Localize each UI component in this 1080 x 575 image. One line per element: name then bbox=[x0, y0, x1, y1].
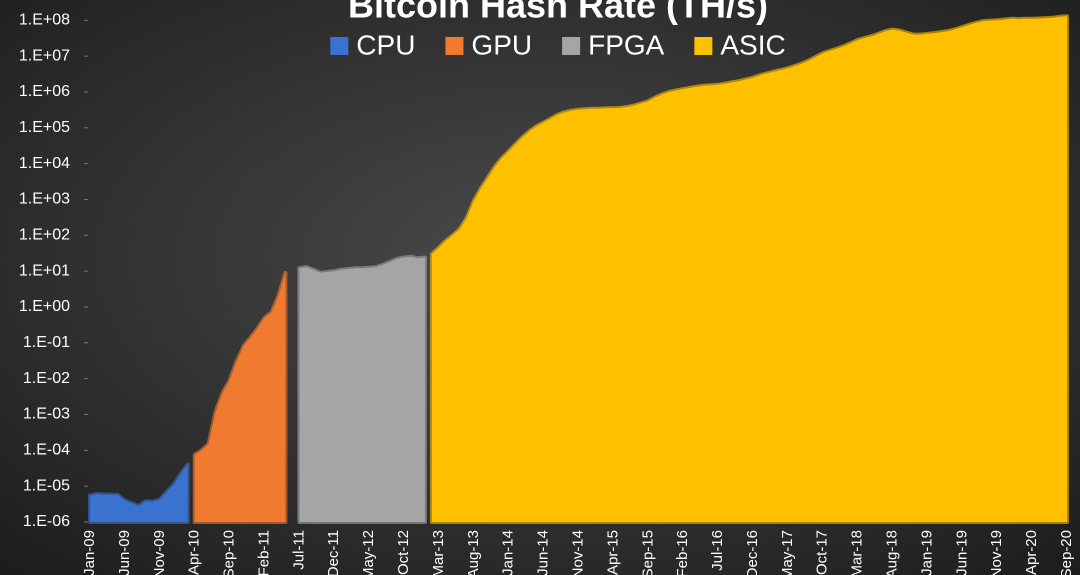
y-tick-label: 1.E-03 bbox=[23, 406, 70, 423]
x-tick-label: Jan-14 bbox=[500, 530, 517, 575]
x-tick-label: Jun-09 bbox=[116, 530, 133, 575]
legend: CPU GPU FPGA ASIC bbox=[330, 29, 786, 60]
x-tick-label: May-12 bbox=[360, 530, 377, 575]
x-tick-label: Nov-19 bbox=[988, 530, 1005, 575]
y-tick-label: 1.E-01 bbox=[23, 334, 70, 351]
x-tick-label: Sep-10 bbox=[221, 530, 238, 575]
area bbox=[192, 270, 288, 524]
legend-swatch bbox=[330, 37, 349, 55]
chart-title: Bitcoin Hash Rate (TH/s) bbox=[348, 0, 768, 26]
area bbox=[429, 14, 1069, 524]
x-tick-label: May-17 bbox=[779, 530, 796, 575]
legend-swatch bbox=[562, 37, 581, 55]
legend-swatch bbox=[694, 37, 713, 55]
x-tick-label: Jun-19 bbox=[953, 530, 970, 575]
x-tick-label: Dec-11 bbox=[325, 530, 342, 575]
x-tick-label: Aug-13 bbox=[465, 530, 482, 575]
y-tick-label: 1.E-04 bbox=[23, 442, 70, 459]
x-tick-label: Apr-10 bbox=[186, 530, 203, 575]
legend-label: ASIC bbox=[720, 29, 785, 60]
x-tick-label: Nov-14 bbox=[569, 530, 586, 575]
x-tick-label: Oct-17 bbox=[814, 530, 831, 575]
legend-label: CPU bbox=[356, 29, 415, 60]
area bbox=[297, 254, 427, 524]
x-tick-label: Jul-11 bbox=[290, 530, 307, 570]
y-tick-label: 1.E+00 bbox=[19, 298, 70, 315]
y-tick-label: 1.E+08 bbox=[19, 12, 70, 29]
legend-swatch bbox=[445, 37, 464, 55]
x-tick-label: Nov-09 bbox=[151, 530, 168, 575]
legend-label: GPU bbox=[471, 29, 532, 60]
y-tick-label: 1.E+07 bbox=[19, 47, 70, 64]
x-tick-label: Jul-16 bbox=[709, 530, 726, 571]
y-tick-label: 1.E-06 bbox=[23, 513, 70, 530]
y-tick-label: 1.E+02 bbox=[19, 227, 70, 244]
x-tick-label: Oct-12 bbox=[395, 530, 412, 575]
x-tick-label: Feb-16 bbox=[674, 530, 691, 575]
x-tick-label: Aug-18 bbox=[884, 530, 901, 575]
y-tick-label: 1.E+04 bbox=[19, 155, 70, 172]
x-tick-label: Jun-14 bbox=[535, 530, 552, 575]
y-tick-label: 1.E+03 bbox=[19, 191, 70, 208]
y-tick-label: 1.E-05 bbox=[23, 477, 70, 494]
x-tick-label: Apr-15 bbox=[604, 530, 621, 575]
x-tick-label: Mar-13 bbox=[430, 530, 447, 575]
y-tick-label: 1.E+05 bbox=[19, 119, 70, 136]
x-tick-label: Dec-16 bbox=[744, 530, 761, 575]
x-tick-label: Sep-15 bbox=[639, 530, 656, 575]
x-tick-label: Jan-19 bbox=[918, 530, 935, 575]
legend-label: FPGA bbox=[588, 29, 665, 60]
x-tick-label: Feb-11 bbox=[255, 530, 272, 575]
y-tick-label: 1.E+01 bbox=[19, 262, 70, 279]
x-tick-label: Sep-20 bbox=[1058, 530, 1075, 575]
x-tick-label: Mar-18 bbox=[849, 530, 866, 575]
x-tick-label: Apr-20 bbox=[1023, 530, 1040, 575]
y-tick-label: 1.E-02 bbox=[23, 370, 70, 387]
y-tick-label: 1.E+06 bbox=[19, 83, 70, 100]
x-tick-label: Jan-09 bbox=[81, 530, 98, 575]
area bbox=[88, 462, 190, 524]
